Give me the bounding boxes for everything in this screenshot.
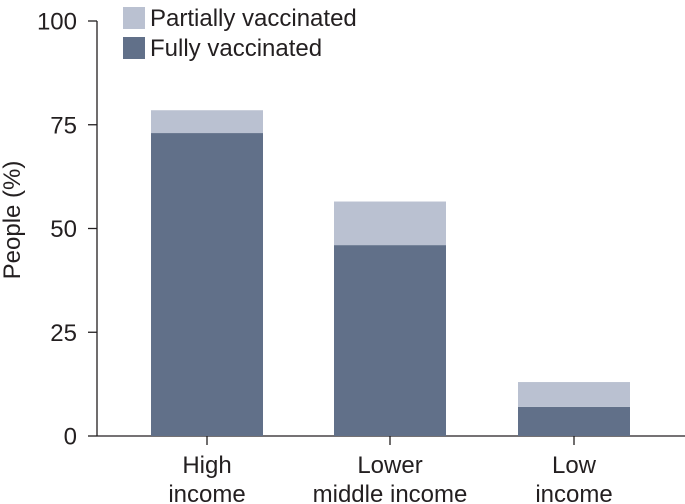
y-tick-label: 25: [50, 320, 77, 347]
bar-partially-2: [518, 382, 630, 407]
x-tick-label: Lower: [357, 452, 422, 479]
bar-fully-1: [334, 245, 446, 436]
bar-partially-0: [151, 110, 263, 134]
legend-swatch: [123, 37, 145, 59]
legend: Partially vaccinated Fully vaccinated: [123, 5, 357, 62]
bars: [151, 110, 630, 437]
y-axis: 0 25 50 75 100: [37, 9, 98, 451]
legend-label: Partially vaccinated: [150, 5, 357, 32]
x-tick-label: Low: [552, 452, 597, 479]
x-tick-label: income: [535, 481, 612, 504]
bar-fully-2: [518, 406, 630, 436]
legend-swatch: [123, 7, 145, 29]
x-tick-label: middle income: [313, 481, 468, 504]
bar-partially-1: [334, 201, 446, 246]
x-tick-label: High: [182, 452, 231, 479]
y-axis-label: People (%): [0, 161, 26, 280]
y-tick-label: 75: [50, 112, 77, 139]
y-tick-label: 50: [50, 216, 77, 243]
bar-fully-0: [151, 133, 263, 437]
x-tick-label: income: [168, 481, 245, 504]
y-tick-label: 0: [64, 424, 77, 451]
legend-label: Fully vaccinated: [150, 35, 322, 62]
y-tick-label: 100: [37, 9, 77, 36]
